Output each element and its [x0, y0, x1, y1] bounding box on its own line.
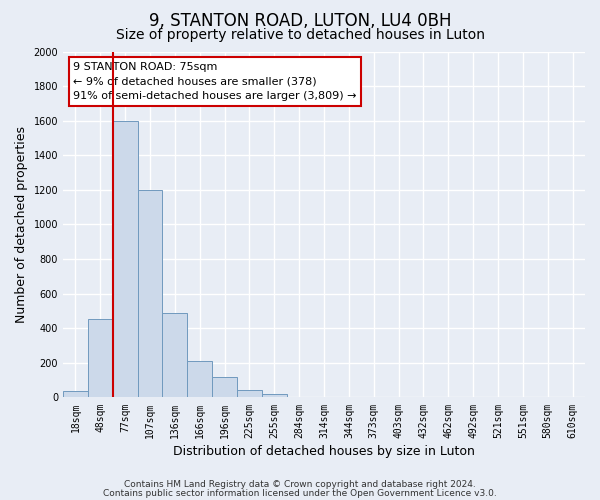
- Bar: [287, 396, 311, 398]
- X-axis label: Distribution of detached houses by size in Luton: Distribution of detached houses by size …: [173, 444, 475, 458]
- Bar: [88, 318, 113, 398]
- Text: 9 STANTON ROAD: 75sqm
← 9% of detached houses are smaller (378)
91% of semi-deta: 9 STANTON ROAD: 75sqm ← 9% of detached h…: [73, 62, 357, 102]
- Bar: [187, 361, 212, 398]
- Text: Size of property relative to detached houses in Luton: Size of property relative to detached ho…: [115, 28, 485, 42]
- Bar: [113, 120, 137, 398]
- Bar: [237, 390, 262, 398]
- Text: Contains HM Land Registry data © Crown copyright and database right 2024.: Contains HM Land Registry data © Crown c…: [124, 480, 476, 489]
- Text: Contains public sector information licensed under the Open Government Licence v3: Contains public sector information licen…: [103, 488, 497, 498]
- Y-axis label: Number of detached properties: Number of detached properties: [15, 126, 28, 323]
- Bar: [137, 190, 163, 398]
- Bar: [163, 312, 187, 398]
- Bar: [212, 376, 237, 398]
- Bar: [262, 394, 287, 398]
- Bar: [63, 392, 88, 398]
- Text: 9, STANTON ROAD, LUTON, LU4 0BH: 9, STANTON ROAD, LUTON, LU4 0BH: [149, 12, 451, 30]
